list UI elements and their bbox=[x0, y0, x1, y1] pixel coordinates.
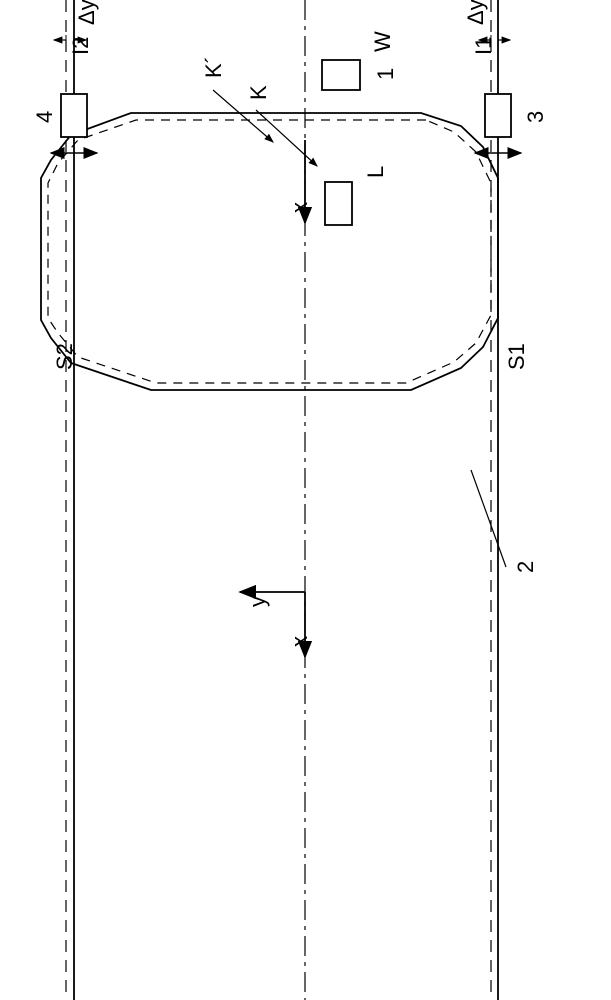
label-1: 1 bbox=[373, 68, 399, 80]
label-dy1: Δy1 bbox=[463, 0, 489, 25]
label-S1: S1 bbox=[504, 343, 530, 370]
body-K bbox=[41, 113, 498, 390]
label-S2: S2 bbox=[52, 343, 78, 370]
diagram-group bbox=[41, 0, 521, 1000]
leader-K bbox=[256, 110, 317, 166]
label-W: W bbox=[370, 31, 396, 52]
label-3: 3 bbox=[523, 111, 549, 123]
box-3 bbox=[485, 94, 511, 137]
label-x-bottom: x bbox=[287, 636, 313, 647]
label-dy2: Δy2 bbox=[74, 0, 100, 25]
label-I1: I1 bbox=[471, 37, 497, 55]
body-K-prime bbox=[48, 120, 491, 383]
label-y-bottom: y bbox=[245, 596, 271, 607]
label-K-prime: K´ bbox=[201, 56, 227, 78]
box-4 bbox=[61, 94, 87, 137]
label-4: 4 bbox=[32, 111, 58, 123]
box-W bbox=[322, 60, 360, 90]
label-I2: I2 bbox=[68, 37, 94, 55]
box-L bbox=[325, 182, 352, 225]
label-L: L bbox=[363, 166, 389, 178]
diagram-canvas bbox=[0, 0, 611, 1000]
leader-2 bbox=[471, 470, 506, 567]
label-K: K bbox=[246, 85, 272, 100]
label-x-top: x bbox=[287, 202, 313, 213]
label-2: 2 bbox=[513, 561, 539, 573]
